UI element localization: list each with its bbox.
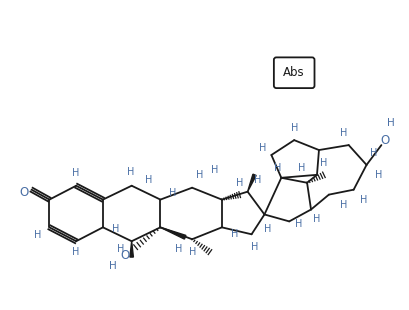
Text: H: H <box>169 188 176 198</box>
Text: H: H <box>112 224 119 234</box>
Text: Abs: Abs <box>283 66 305 79</box>
Text: H: H <box>251 242 258 252</box>
Text: H: H <box>196 170 204 180</box>
Text: H: H <box>72 247 80 257</box>
Polygon shape <box>130 241 133 257</box>
Text: O: O <box>381 134 390 147</box>
Text: H: H <box>299 163 306 173</box>
Text: H: H <box>340 128 347 138</box>
Text: H: H <box>264 224 271 234</box>
Text: H: H <box>320 158 328 168</box>
Text: H: H <box>127 167 134 177</box>
Text: H: H <box>290 123 298 133</box>
Text: H: H <box>254 175 261 185</box>
Text: H: H <box>313 215 321 224</box>
Text: H: H <box>360 195 367 205</box>
Polygon shape <box>160 227 186 239</box>
Text: H: H <box>145 175 152 185</box>
Polygon shape <box>247 174 256 192</box>
Text: H: H <box>231 229 238 239</box>
Text: H: H <box>109 261 117 271</box>
Text: O: O <box>19 186 28 199</box>
Text: H: H <box>189 247 197 257</box>
Text: H: H <box>34 230 41 240</box>
Text: H: H <box>370 148 377 158</box>
Text: H: H <box>236 178 243 188</box>
Text: H: H <box>295 219 303 229</box>
Text: H: H <box>175 244 182 254</box>
Text: O: O <box>120 249 129 262</box>
Text: H: H <box>274 163 281 173</box>
Text: H: H <box>72 168 80 178</box>
FancyBboxPatch shape <box>274 57 315 88</box>
Text: H: H <box>375 170 382 180</box>
Text: H: H <box>211 165 218 175</box>
Text: H: H <box>259 143 266 153</box>
Text: H: H <box>340 200 347 210</box>
Text: H: H <box>387 118 395 128</box>
Text: H: H <box>117 244 124 254</box>
